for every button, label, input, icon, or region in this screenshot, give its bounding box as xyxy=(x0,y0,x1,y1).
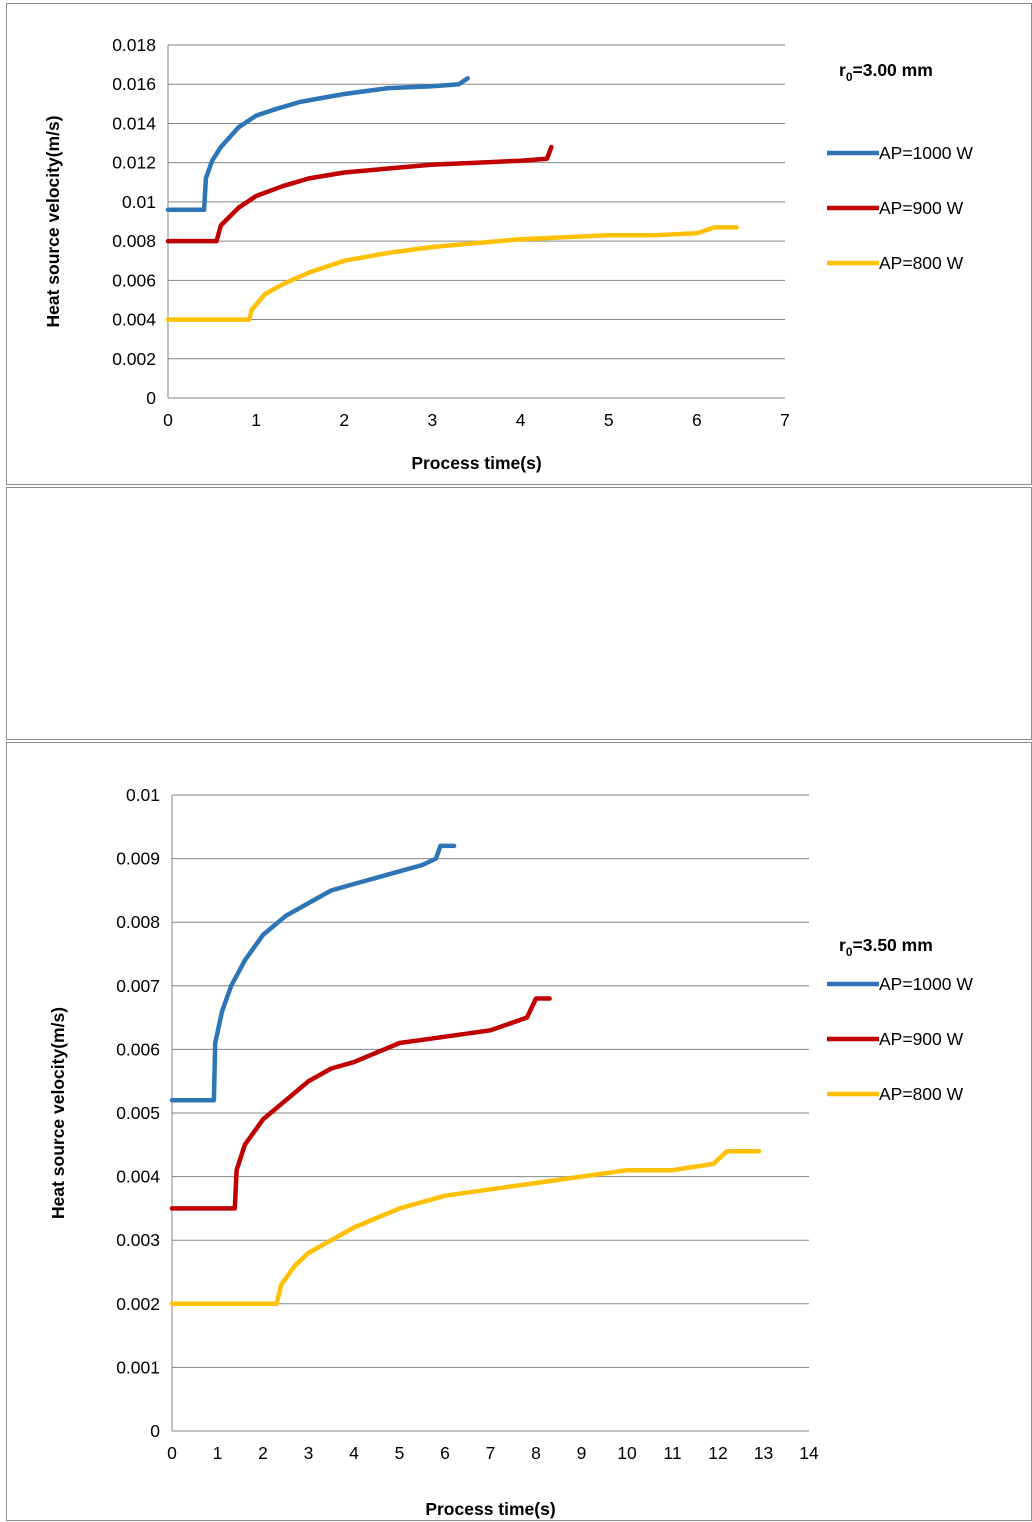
x-tick-label: 10 xyxy=(617,1443,637,1463)
x-tick-label: 12 xyxy=(708,1443,727,1463)
legend-label: AP=800 W xyxy=(879,253,964,273)
y-axis-title: Heat source velocity(m/s) xyxy=(43,115,63,327)
y-tick-label: 0.008 xyxy=(112,231,156,251)
y-tick-label: 0.002 xyxy=(112,349,156,369)
x-tick-label: 11 xyxy=(663,1443,681,1463)
chart-panel-r0-3.00: 0 0.002 0.004 0.006 0.008 0.01 0.012 0.014 0.016… xyxy=(6,3,1032,485)
radius-annotation: r0=3.50 mm xyxy=(839,935,933,959)
annotation-value: =3.00 mm xyxy=(853,60,933,80)
y-tick-label: 0.01 xyxy=(122,192,156,212)
y-tick-label: 0.001 xyxy=(116,1357,160,1377)
annotation-symbol: r xyxy=(839,60,846,80)
x-tick-label: 7 xyxy=(780,410,790,430)
y-tick-label: 0.006 xyxy=(116,1039,160,1059)
x-tick-label: 2 xyxy=(339,410,349,430)
y-tick-label: 0.004 xyxy=(116,1167,160,1187)
x-axis-title: Process time(s) xyxy=(411,453,541,473)
x-tick-label: 3 xyxy=(428,410,438,430)
series-line-2 xyxy=(165,144,554,244)
x-axis-title: Process time(s) xyxy=(425,1499,555,1519)
x-tick-label: 4 xyxy=(516,410,526,430)
series-line-1 xyxy=(169,843,457,1103)
x-tick-label: 4 xyxy=(349,1443,359,1463)
y-tick-label: 0.01 xyxy=(126,785,160,805)
y-tick-label: 0.008 xyxy=(116,912,160,932)
series-line-3 xyxy=(169,1148,762,1307)
y-tick-label: 0.003 xyxy=(116,1230,160,1250)
y-axis-title: Heat source velocity(m/s) xyxy=(48,1007,68,1219)
chart-svg-r0-3.50: 0 0.001 0.002 0.003 0.004 0.005 0.006 0.007 0.00… xyxy=(48,785,973,1519)
y-tick-label: 0.016 xyxy=(112,74,156,94)
y-tick-label: 0.014 xyxy=(112,113,156,133)
x-tick-label: 2 xyxy=(258,1443,268,1463)
y-tick-label: 0.009 xyxy=(116,849,160,869)
y-tick-label: 0.004 xyxy=(112,310,156,330)
y-tick-label: 0.007 xyxy=(116,976,160,996)
legend-label: AP=900 W xyxy=(879,1029,964,1049)
series-line-3 xyxy=(165,225,739,322)
y-tick-label: 0.002 xyxy=(116,1294,160,1314)
x-tick-label: 1 xyxy=(251,410,261,430)
annotation-subscript: 0 xyxy=(846,945,853,959)
x-tick-label: 3 xyxy=(304,1443,314,1463)
x-tick-label: 6 xyxy=(440,1443,450,1463)
legend-label: AP=1000 W xyxy=(879,143,973,163)
chart-svg-r0-3.00: 0 0.002 0.004 0.006 0.008 0.01 0.012 0.014 0.016… xyxy=(43,35,973,473)
y-tick-label: 0.005 xyxy=(116,1103,160,1123)
x-tick-label: 5 xyxy=(604,410,614,430)
series-line-2 xyxy=(169,996,552,1211)
y-tick-label: 0 xyxy=(150,1421,160,1441)
x-tick-label: 7 xyxy=(486,1443,496,1463)
annotation-subscript: 0 xyxy=(846,70,853,84)
x-tick-label: 9 xyxy=(577,1443,587,1463)
annotation-value: =3.50 mm xyxy=(853,935,933,955)
series-line-1 xyxy=(165,76,470,212)
chart-panel-r0-3.25 xyxy=(6,487,1032,740)
x-tick-label: 1 xyxy=(213,1443,223,1463)
x-tick-label: 8 xyxy=(531,1443,541,1463)
x-tick-label: 14 xyxy=(799,1443,819,1463)
legend-label: AP=900 W xyxy=(879,198,964,218)
annotation-symbol: r xyxy=(839,935,846,955)
x-tick-label: 0 xyxy=(163,410,173,430)
x-tick-label: 6 xyxy=(692,410,702,430)
y-tick-label: 0.018 xyxy=(112,35,156,55)
radius-annotation: r0=3.00 mm xyxy=(839,60,933,84)
y-tick-label: 0 xyxy=(146,388,156,408)
chart-svg-r0-3.25 xyxy=(7,488,1032,741)
legend-label: AP=800 W xyxy=(879,1084,964,1104)
x-tick-label: 13 xyxy=(754,1443,773,1463)
legend-label: AP=1000 W xyxy=(879,974,973,994)
x-tick-label: 5 xyxy=(395,1443,405,1463)
y-tick-label: 0.006 xyxy=(112,270,156,290)
y-tick-label: 0.012 xyxy=(112,153,156,173)
x-tick-label: 0 xyxy=(167,1443,177,1463)
chart-panel-r0-3.50: 0 0.001 0.002 0.003 0.004 0.005 0.006 0.007 0.00… xyxy=(6,742,1032,1521)
